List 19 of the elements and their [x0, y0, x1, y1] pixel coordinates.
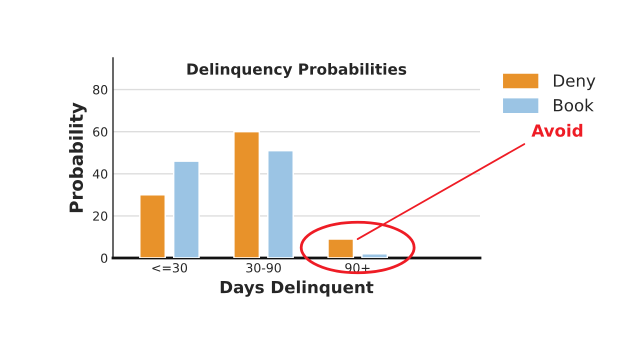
x-axis-title: Days Delinquent [220, 280, 374, 297]
y-tick-label: 60 [93, 127, 108, 137]
bar [233, 130, 260, 258]
x-tick-label: 30-90 [246, 263, 281, 273]
y-tick-label: 0 [101, 253, 108, 263]
bar [139, 194, 166, 258]
legend-label: Deny [554, 74, 596, 90]
y-tick-label: 40 [92, 169, 108, 179]
chart-title: Delinquency Probabilities [187, 63, 406, 78]
annotation: Avoid [531, 124, 582, 137]
bar [361, 253, 388, 258]
legend-label: Book [554, 98, 594, 112]
y-tick-label: 20 [93, 211, 108, 221]
bar [173, 160, 200, 258]
y-axis-title: Probability [69, 102, 87, 212]
y-tick-label: 80 [93, 85, 108, 95]
x-tick-label: <=30 [152, 263, 188, 273]
bar [267, 150, 294, 258]
bar [327, 238, 354, 258]
